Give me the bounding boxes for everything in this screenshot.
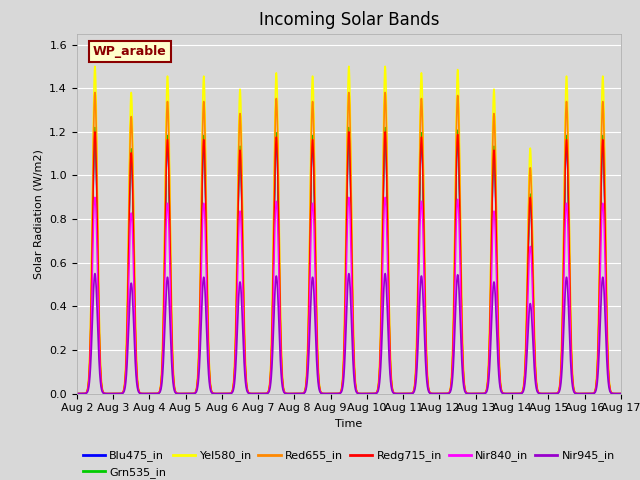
Redg715_in	[471, 391, 479, 396]
Red655_in	[508, 391, 516, 396]
Line: Yel580_in: Yel580_in	[77, 66, 621, 394]
Y-axis label: Solar Radiation (W/m2): Solar Radiation (W/m2)	[34, 149, 44, 278]
Redg715_in	[508, 391, 516, 396]
Grn535_in	[171, 386, 179, 392]
Nir945_in	[617, 391, 625, 396]
Nir840_in	[91, 194, 99, 200]
Redg715_in	[616, 391, 624, 396]
Text: WP_arable: WP_arable	[93, 45, 167, 58]
Grn535_in	[329, 391, 337, 396]
Red655_in	[329, 391, 337, 396]
Blu475_in	[617, 391, 625, 396]
Red655_in	[91, 90, 99, 96]
Red655_in	[502, 391, 509, 396]
Redg715_in	[73, 391, 81, 396]
Nir945_in	[616, 391, 624, 396]
Line: Nir840_in: Nir840_in	[77, 197, 621, 394]
Line: Redg715_in: Redg715_in	[77, 132, 621, 394]
Nir945_in	[329, 391, 337, 396]
Red655_in	[471, 391, 479, 396]
Blu475_in	[508, 391, 516, 396]
Red655_in	[616, 391, 624, 396]
Blu475_in	[471, 391, 479, 396]
Blu475_in	[616, 391, 624, 396]
Red655_in	[171, 385, 179, 391]
Nir840_in	[616, 391, 624, 396]
Nir840_in	[441, 391, 449, 396]
Redg715_in	[502, 391, 509, 396]
Blu475_in	[73, 391, 81, 396]
Line: Nir945_in: Nir945_in	[77, 274, 621, 394]
Nir945_in	[502, 391, 509, 396]
Blu475_in	[329, 391, 337, 396]
Yel580_in	[171, 385, 179, 391]
Redg715_in	[441, 391, 449, 396]
Nir840_in	[502, 391, 509, 396]
Blu475_in	[91, 133, 99, 139]
Red655_in	[441, 391, 449, 396]
Grn535_in	[616, 391, 624, 396]
Nir840_in	[329, 391, 337, 396]
Title: Incoming Solar Bands: Incoming Solar Bands	[259, 11, 439, 29]
Redg715_in	[91, 129, 99, 135]
Line: Red655_in: Red655_in	[77, 93, 621, 394]
Redg715_in	[617, 391, 625, 396]
Grn535_in	[471, 391, 479, 396]
Yel580_in	[616, 391, 624, 396]
Nir945_in	[471, 391, 479, 396]
Nir840_in	[508, 391, 516, 396]
Nir840_in	[73, 391, 81, 396]
Nir945_in	[441, 391, 449, 396]
Nir945_in	[508, 391, 516, 396]
Grn535_in	[441, 391, 449, 396]
Blu475_in	[502, 391, 509, 396]
Yel580_in	[329, 391, 337, 396]
Nir945_in	[171, 389, 179, 395]
Yel580_in	[91, 63, 99, 69]
Grn535_in	[73, 391, 81, 396]
Yel580_in	[73, 391, 81, 396]
Yel580_in	[508, 391, 516, 396]
Redg715_in	[171, 386, 179, 392]
Nir945_in	[91, 271, 99, 276]
Grn535_in	[508, 391, 516, 396]
Nir840_in	[471, 391, 479, 396]
Grn535_in	[502, 391, 509, 396]
Nir840_in	[171, 387, 179, 393]
Nir840_in	[617, 391, 625, 396]
Grn535_in	[617, 391, 625, 396]
Blu475_in	[171, 386, 179, 392]
Nir945_in	[73, 391, 81, 396]
Red655_in	[617, 391, 625, 396]
Yel580_in	[617, 391, 625, 396]
Yel580_in	[471, 391, 479, 396]
Yel580_in	[441, 391, 449, 396]
Line: Grn535_in: Grn535_in	[77, 127, 621, 394]
Blu475_in	[441, 391, 449, 396]
Grn535_in	[91, 124, 99, 130]
X-axis label: Time: Time	[335, 419, 362, 429]
Legend: Blu475_in, Grn535_in, Yel580_in, Red655_in, Redg715_in, Nir840_in, Nir945_in: Blu475_in, Grn535_in, Yel580_in, Red655_…	[78, 446, 620, 480]
Redg715_in	[329, 391, 337, 396]
Red655_in	[73, 391, 81, 396]
Line: Blu475_in: Blu475_in	[77, 136, 621, 394]
Yel580_in	[502, 391, 509, 396]
